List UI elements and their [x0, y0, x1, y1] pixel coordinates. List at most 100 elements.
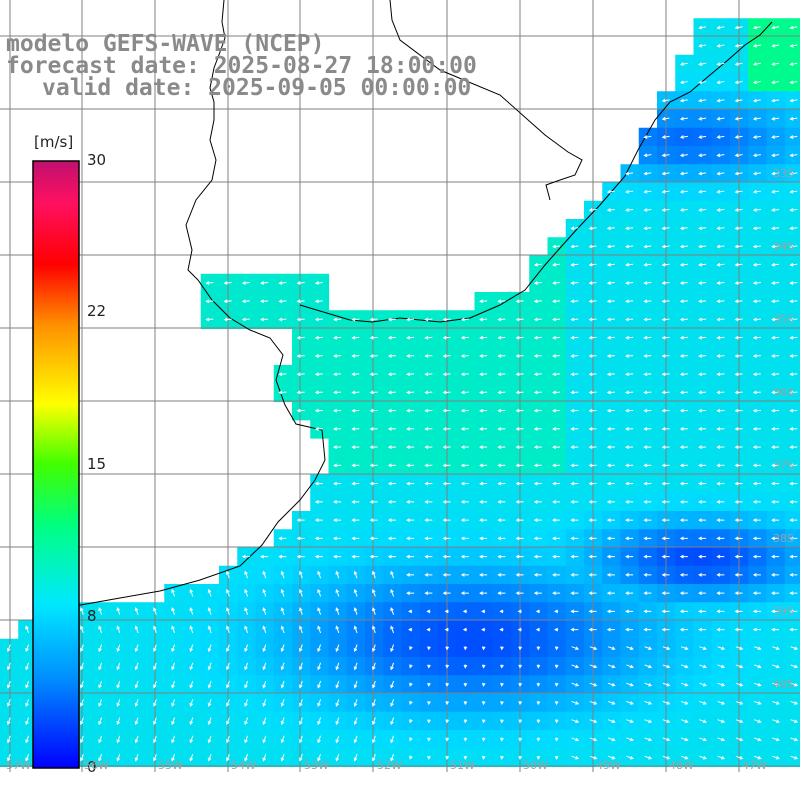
wind-arrow	[442, 518, 451, 523]
wind-arrow	[699, 682, 707, 687]
longitude-label: 57W	[6, 759, 31, 772]
wind-arrow	[244, 680, 249, 689]
wind-arrow	[536, 755, 541, 760]
longitude-label: 54W	[231, 759, 256, 772]
wind-arrow	[427, 755, 431, 760]
wind-arrow	[241, 281, 250, 285]
wind-arrow	[552, 354, 561, 358]
wind-arrow	[606, 372, 615, 377]
wind-arrow	[643, 554, 652, 559]
wind-arrow	[626, 737, 634, 742]
wind-arrow	[409, 700, 413, 706]
wind-arrow	[606, 518, 615, 523]
wind-arrow	[679, 62, 688, 66]
wind-arrow	[390, 607, 395, 615]
wind-arrow	[698, 116, 707, 121]
wind-arrow	[314, 536, 323, 541]
wind-arrow	[298, 588, 303, 597]
valid-date: valid date: 2025-09-05 00:00:00	[42, 75, 472, 101]
wind-arrow	[588, 354, 597, 358]
wind-arrow	[536, 682, 541, 687]
wind-arrow	[552, 591, 561, 596]
wind-arrow	[335, 699, 340, 707]
wind-arrow	[460, 554, 469, 559]
wind-arrow	[625, 208, 634, 212]
wind-arrow	[771, 299, 780, 304]
longitude-label: 55W	[158, 759, 183, 772]
wind-arrow	[552, 281, 561, 285]
wind-arrow	[207, 588, 212, 597]
wind-arrow	[353, 607, 358, 615]
wind-arrow	[427, 664, 431, 669]
wind-arrow	[771, 208, 780, 212]
wind-arrow	[335, 662, 340, 671]
wind-arrow	[98, 662, 103, 671]
wind-arrow	[317, 717, 322, 726]
wind-arrow	[734, 627, 743, 632]
wind-arrow	[698, 572, 707, 577]
wind-arrow	[442, 372, 451, 377]
wind-arrow	[625, 572, 634, 577]
wind-arrow	[789, 518, 798, 523]
wind-arrow	[679, 591, 688, 596]
wind-arrow	[661, 208, 670, 212]
wind-arrow	[643, 390, 652, 395]
wind-arrow	[571, 646, 580, 651]
wind-arrow	[625, 500, 634, 504]
wind-arrow	[500, 719, 504, 724]
wind-arrow	[606, 463, 615, 468]
wind-arrow	[752, 427, 761, 431]
wind-arrow	[298, 699, 303, 707]
wind-arrow	[536, 737, 541, 742]
wind-arrow	[679, 500, 688, 504]
wind-arrow	[98, 680, 103, 689]
wind-arrow	[335, 735, 340, 744]
wind-arrow	[771, 226, 780, 231]
wind-arrow	[406, 463, 415, 468]
wind-arrow	[314, 299, 323, 304]
wind-arrow	[387, 390, 396, 395]
wind-arrow	[333, 536, 342, 541]
wind-arrow	[552, 518, 561, 523]
wind-arrow	[716, 62, 725, 66]
wind-arrow	[589, 755, 598, 760]
wind-arrow	[589, 646, 598, 651]
wind-arrow	[152, 662, 157, 671]
wind-arrow	[296, 372, 305, 377]
wind-arrow	[661, 627, 670, 632]
wind-arrow	[790, 737, 799, 742]
wind-arrow	[536, 701, 541, 706]
wind-arrow	[643, 354, 652, 358]
wind-arrow	[406, 554, 415, 559]
wind-arrow	[369, 554, 378, 559]
latitude-label: 40S	[773, 678, 794, 691]
wind-arrow	[442, 572, 451, 577]
wind-arrow	[116, 699, 121, 707]
wind-arrow	[752, 135, 761, 139]
wind-arrow	[481, 755, 486, 760]
wind-arrow	[789, 98, 798, 103]
wind-arrow	[570, 609, 579, 614]
wind-arrow	[515, 408, 524, 413]
wind-arrow	[406, 335, 415, 340]
wind-arrow	[335, 625, 340, 634]
wind-arrow	[661, 354, 670, 358]
wind-arrow	[515, 354, 524, 358]
wind-arrow	[296, 518, 305, 523]
wind-arrow	[789, 135, 798, 139]
wind-arrow	[734, 554, 743, 559]
wind-arrow	[554, 755, 559, 760]
wind-arrow	[625, 463, 634, 468]
wind-arrow	[515, 317, 524, 322]
wind-arrow	[460, 481, 469, 486]
wind-arrow	[734, 208, 743, 212]
wind-arrow	[679, 153, 688, 158]
wind-arrow	[518, 719, 523, 724]
wind-arrow	[753, 755, 762, 760]
wind-arrow	[771, 135, 780, 139]
wind-arrow	[698, 591, 707, 596]
wind-arrow	[554, 719, 559, 724]
wind-arrow	[406, 572, 415, 577]
wind-arrow	[661, 135, 670, 139]
wind-arrow	[460, 591, 469, 596]
